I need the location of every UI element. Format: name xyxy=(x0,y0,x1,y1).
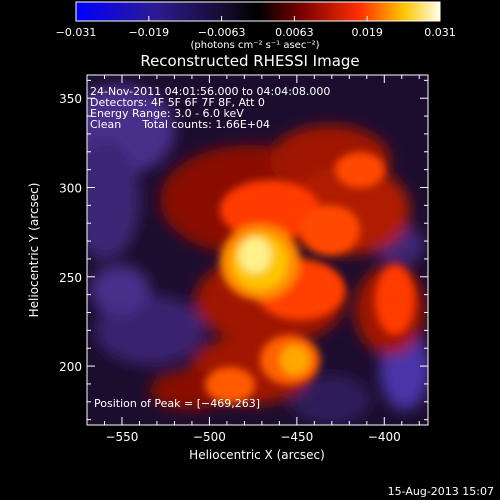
energy-range: Energy Range: 3.0 - 6.0 keV xyxy=(90,107,244,120)
clean-total-counts: Clean Total counts: 1.66E+04 xyxy=(90,118,271,131)
x-tick-label: −500 xyxy=(193,430,226,444)
colorbar-unit-label: (photons cm⁻² s⁻¹ asec⁻²) xyxy=(190,40,319,51)
colorbar-tick-label: 0.0063 xyxy=(275,26,314,39)
y-tick-label: 200 xyxy=(59,360,82,374)
plot-title: Reconstructed RHESSI Image xyxy=(140,52,360,70)
colorbar-tick-label: 0.019 xyxy=(351,26,383,39)
timestamp-footer: 15-Aug-2013 15:07 xyxy=(387,485,494,498)
x-axis-label: Heliocentric X (arcsec) xyxy=(189,448,325,462)
colorbar-tick-label: −0.0063 xyxy=(198,26,246,39)
time-range: 24-Nov-2011 04:01:56.000 to 04:04:08.000 xyxy=(90,85,331,98)
y-tick-label: 300 xyxy=(59,182,82,196)
y-tick-label: 250 xyxy=(59,271,82,285)
y-tick-label: 350 xyxy=(59,92,82,106)
axes: −550 −500 −450 −400 200 250 300 350 xyxy=(59,75,428,444)
y-axis-label: Heliocentric Y (arcsec) xyxy=(27,183,41,318)
colorbar: −0.031 −0.019 −0.0063 0.0063 0.019 0.031 (pho… xyxy=(56,1,456,51)
x-tick-label: −550 xyxy=(105,430,138,444)
colorbar-gradient xyxy=(75,1,441,22)
colorbar-tick-label: −0.019 xyxy=(128,26,169,39)
heatmap-image xyxy=(87,75,428,425)
peak-position: Position of Peak = [−469,263] xyxy=(94,397,261,410)
colorbar-tick-label: −0.031 xyxy=(56,26,97,39)
colorbar-tick-label: 0.031 xyxy=(424,26,456,39)
observation-info: 24-Nov-2011 04:01:56.000 to 04:04:08.000… xyxy=(90,86,330,130)
x-tick-label: −450 xyxy=(280,430,313,444)
colorbar-ticks: −0.031 −0.019 −0.0063 0.0063 0.019 0.031 xyxy=(56,16,456,39)
plot-frame xyxy=(86,74,429,426)
x-tick-label: −400 xyxy=(368,430,401,444)
detectors-info: Detectors: 4F 5F 6F 7F 8F, Att 0 xyxy=(90,96,265,109)
